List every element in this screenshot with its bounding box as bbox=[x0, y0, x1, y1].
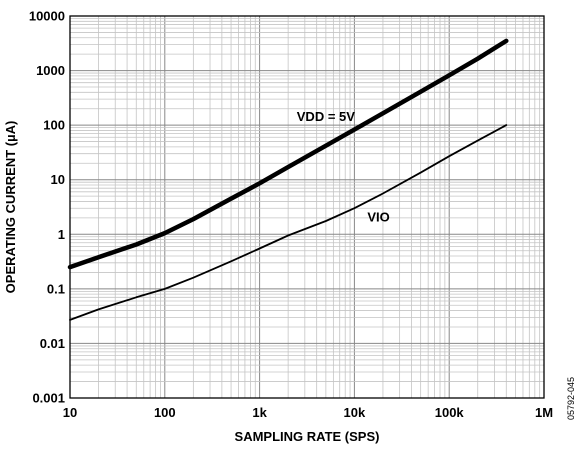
figure-id: 05792-045 bbox=[566, 377, 576, 420]
y-tick-label: 0.001 bbox=[32, 391, 65, 406]
x-tick-label: 10 bbox=[63, 405, 77, 420]
x-tick-label: 100k bbox=[435, 405, 465, 420]
series-line-vio bbox=[69, 124, 508, 321]
annotation-label: VIO bbox=[367, 210, 389, 225]
series-line-vdd-5v bbox=[67, 38, 509, 270]
plot-frame bbox=[69, 15, 545, 399]
y-tick-label: 0.01 bbox=[40, 336, 65, 351]
y-tick-label: 10000 bbox=[29, 9, 65, 24]
y-tick-label: 10 bbox=[51, 172, 65, 187]
y-tick-label: 0.1 bbox=[47, 281, 65, 296]
grid bbox=[70, 16, 544, 398]
x-tick-label: 100 bbox=[154, 405, 176, 420]
y-tick-label: 1 bbox=[58, 227, 65, 242]
x-tick-label: 10k bbox=[344, 405, 366, 420]
x-axis-title: SAMPLING RATE (SPS) bbox=[235, 429, 380, 444]
x-tick-label: 1M bbox=[535, 405, 553, 420]
series-layer bbox=[67, 38, 509, 321]
y-axis-title: OPERATING CURRENT (µA) bbox=[3, 121, 18, 294]
y-tick-label: 1000 bbox=[36, 63, 65, 78]
y-tick-label: 100 bbox=[43, 118, 65, 133]
x-tick-label: 1k bbox=[252, 405, 267, 420]
y-tick-labels: 0.001 0.01 0.1 1 10 100 1000 10000 bbox=[29, 9, 65, 406]
x-tick-labels: 10 100 1k 10k 100k 1M bbox=[63, 405, 553, 420]
annotations: VDD = 5V VIO bbox=[297, 109, 390, 225]
annotation-label: VDD = 5V bbox=[297, 109, 355, 124]
